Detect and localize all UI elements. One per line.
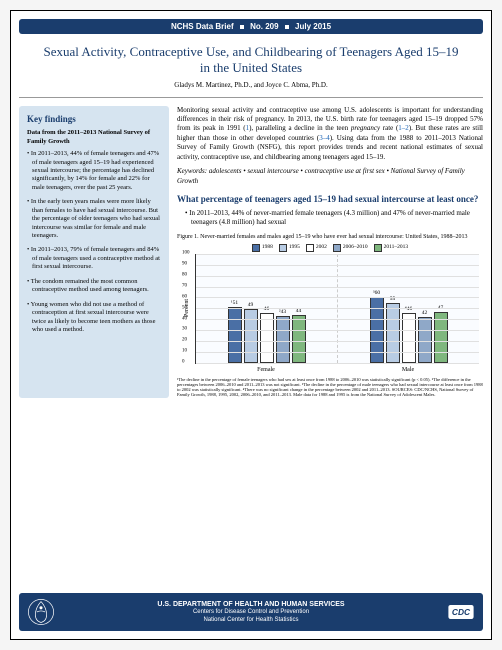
bar-value-label: ¹51: [229, 300, 241, 307]
legend-swatch: [252, 244, 260, 252]
legend-swatch: [333, 244, 341, 252]
intro-text: ), paralleling a decline in the teen: [249, 124, 351, 132]
section-question: What percentage of teenagers aged 15–19 …: [177, 194, 483, 205]
section-bullet: In 2011–2013, 44% of never-married femal…: [185, 209, 483, 228]
authors: Gladys M. Martinez, Ph.D., and Joyce C. …: [19, 81, 483, 89]
y-tick: 0: [182, 359, 185, 366]
gridline: [196, 363, 479, 364]
y-tick: 20: [182, 338, 187, 345]
legend-label: 2011–2013: [384, 244, 409, 251]
sidebar-bullet: In 2011–2013, 79% of female teenagers an…: [27, 246, 161, 271]
legend-item: 2006–2010: [333, 244, 368, 252]
issue-number: No. 209: [250, 22, 278, 31]
footer-dept: U.S. DEPARTMENT OF HEALTH AND HUMAN SERV…: [55, 600, 447, 609]
y-tick: 40: [182, 316, 187, 323]
y-tick: 90: [182, 261, 187, 268]
sidebar-bullet: In 2011–2013, 44% of female teenagers an…: [27, 150, 161, 192]
gridline: [196, 265, 479, 266]
intro-em: pregnancy: [351, 124, 380, 132]
sidebar-subhead: Data from the 2011–2013 National Survey …: [27, 129, 161, 146]
x-axis-categories: FemaleMale: [195, 364, 479, 374]
bar: ¹51: [228, 307, 242, 363]
bar-value-label: ⁴46: [403, 306, 415, 313]
y-tick: 70: [182, 283, 187, 290]
bar-value-label: 46: [261, 306, 273, 313]
legend-label: 2006–2010: [343, 244, 368, 251]
legend-swatch: [306, 244, 314, 252]
chart-legend: 1988 1995 2002 2006–2010 2011–2013: [177, 244, 483, 252]
x-category: Female: [195, 364, 337, 374]
y-tick: 80: [182, 272, 187, 279]
y-tick: 30: [182, 327, 187, 334]
main-column: Monitoring sexual activity and contracep…: [177, 106, 483, 398]
gridline: [196, 287, 479, 288]
gridline: [196, 330, 479, 331]
footer-line3: National Center for Health Statistics: [55, 617, 447, 625]
gridline: [196, 319, 479, 320]
legend-item: 2002: [306, 244, 327, 252]
figure-title: Figure 1. Never-married females and male…: [177, 234, 483, 241]
sidebar-bullet: The condom remained the most common cont…: [27, 278, 161, 295]
y-tick: 100: [182, 250, 190, 257]
gridline: [196, 276, 479, 277]
bar: 42: [418, 317, 432, 363]
footer-bar: U.S. DEPARTMENT OF HEALTH AND HUMAN SERV…: [19, 593, 483, 631]
document-title: Sexual Activity, Contraceptive Use, and …: [39, 44, 463, 77]
bar: 55: [386, 303, 400, 363]
issue-date: July 2015: [295, 22, 331, 31]
legend-label: 1988: [262, 244, 273, 251]
gridline: [196, 297, 479, 298]
gridline: [196, 308, 479, 309]
sidebar-heading: Key findings: [27, 114, 161, 126]
bar-chart: Percent ¹514946²4344³6055⁴464247 0102030…: [195, 254, 479, 364]
series-name: NCHS Data Brief: [171, 22, 234, 31]
figure-footnotes: ¹The decline in the percentage of female…: [177, 377, 483, 398]
header-bar: NCHS Data Brief No. 209 July 2015: [19, 19, 483, 34]
y-tick: 50: [182, 305, 187, 312]
gridline: [196, 352, 479, 353]
x-category: Male: [337, 364, 479, 374]
keywords: Keywords: adolescents • sexual intercour…: [177, 167, 483, 186]
footer-line2: Centers for Disease Control and Preventi…: [55, 609, 447, 617]
bar: 46: [260, 313, 274, 363]
y-tick: 10: [182, 349, 187, 356]
legend-item: 2011–2013: [374, 244, 409, 252]
bar: ²43: [276, 316, 290, 363]
bar: ⁴46: [402, 313, 416, 363]
cdc-logo-icon: CDC: [447, 598, 475, 626]
key-findings-sidebar: Key findings Data from the 2011–2013 Nat…: [19, 106, 169, 398]
legend-swatch: [279, 244, 287, 252]
y-tick: 60: [182, 294, 187, 301]
section-bullets: In 2011–2013, 44% of never-married femal…: [177, 209, 483, 228]
legend-swatch: [374, 244, 382, 252]
legend-label: 2002: [316, 244, 327, 251]
svg-text:CDC: CDC: [452, 607, 471, 617]
content-columns: Key findings Data from the 2011–2013 Nat…: [19, 106, 483, 398]
footer-text: U.S. DEPARTMENT OF HEALTH AND HUMAN SERV…: [55, 600, 447, 625]
legend-label: 1995: [289, 244, 300, 251]
sidebar-bullets: In 2011–2013, 44% of female teenagers an…: [27, 150, 161, 334]
page: NCHS Data Brief No. 209 July 2015 Sexual…: [10, 10, 492, 640]
ref-link[interactable]: 3–4: [319, 134, 330, 142]
bar: 49: [244, 309, 258, 362]
gridline: [196, 254, 479, 255]
sidebar-bullet: In the early teen years males were more …: [27, 198, 161, 240]
legend-item: 1995: [279, 244, 300, 252]
separator-icon: [240, 25, 244, 29]
intro-paragraph: Monitoring sexual activity and contracep…: [177, 106, 483, 163]
separator-icon: [285, 25, 289, 29]
intro-text: rate (: [380, 124, 398, 132]
divider: [19, 97, 483, 98]
bar: 44: [292, 315, 306, 363]
bar-value-label: ²43: [277, 309, 289, 316]
bar-value-label: 42: [419, 310, 431, 317]
hhs-logo-icon: [27, 598, 55, 626]
sidebar-bullet: Young women who did not use a method of …: [27, 301, 161, 335]
title-block: Sexual Activity, Contraceptive Use, and …: [39, 44, 463, 77]
ref-link[interactable]: 1–2: [398, 124, 409, 132]
gridline: [196, 341, 479, 342]
legend-item: 1988: [252, 244, 273, 252]
